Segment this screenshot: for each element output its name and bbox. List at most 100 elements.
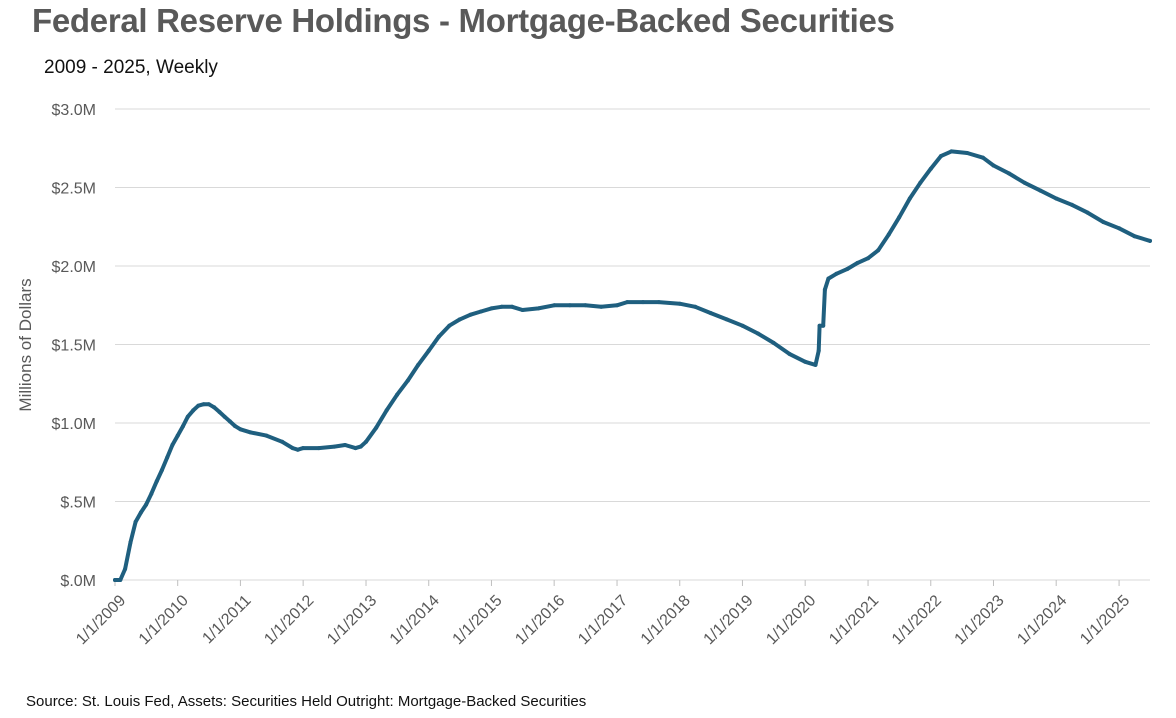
data-point <box>264 433 269 438</box>
data-point <box>457 317 462 322</box>
data-point <box>301 446 306 451</box>
data-point <box>816 348 821 353</box>
x-tick-label: 1/1/2011 <box>199 592 254 647</box>
data-point <box>965 151 970 155</box>
data-point <box>374 425 379 430</box>
data-point <box>499 304 504 309</box>
y-tick-label: $.5M <box>60 495 96 512</box>
data-point <box>949 149 954 154</box>
x-tick-label: 1/1/2009 <box>73 592 129 648</box>
data-point <box>364 439 368 444</box>
data-point <box>395 392 400 397</box>
data-point <box>641 300 645 305</box>
data-point <box>855 260 860 265</box>
data-point <box>238 427 243 432</box>
data-point <box>677 301 682 306</box>
data-point <box>991 163 996 168</box>
data-point <box>426 348 431 353</box>
y-tick-label: $.0M <box>60 573 96 590</box>
gridlines <box>115 108 1150 581</box>
data-point <box>128 540 133 545</box>
data-point <box>787 351 792 356</box>
data-point <box>353 446 358 451</box>
data-point <box>599 304 604 309</box>
data-point <box>384 408 389 413</box>
data-point <box>981 155 985 160</box>
data-point <box>938 154 943 159</box>
data-point <box>826 276 831 281</box>
data-point <box>510 304 515 309</box>
data-point <box>489 306 494 311</box>
y-tick-label: $1.5M <box>52 338 96 355</box>
data-point <box>536 306 541 311</box>
data-point <box>332 444 337 449</box>
data-point <box>133 519 138 524</box>
data-point <box>740 323 745 328</box>
data-point <box>1101 220 1106 224</box>
x-tick-label: 1/1/2021 <box>826 592 882 648</box>
data-point <box>165 455 170 460</box>
data-point <box>196 403 201 408</box>
y-tick-label: $2.5M <box>52 181 96 198</box>
data-point <box>693 304 698 309</box>
data-point <box>233 424 238 429</box>
data-point <box>1132 234 1137 239</box>
data-point <box>185 414 190 419</box>
x-tick-label: 1/1/2015 <box>450 592 506 648</box>
x-tick-label: 1/1/2018 <box>638 592 694 648</box>
data-point <box>295 447 300 452</box>
x-tick-label: 1/1/2019 <box>701 592 757 648</box>
x-tick-label: 1/1/2010 <box>136 592 192 648</box>
data-point <box>918 180 923 185</box>
data-point <box>1054 196 1059 201</box>
y-tick-label: $1.0M <box>52 416 96 433</box>
data-point <box>201 402 206 407</box>
data-point <box>468 312 473 317</box>
data-point <box>845 267 850 272</box>
chart-title: Federal Reserve Holdings - Mortgage-Back… <box>32 2 895 39</box>
data-point <box>625 300 630 305</box>
x-tick-label: 1/1/2022 <box>889 592 945 648</box>
data-point <box>567 303 572 308</box>
data-point <box>316 446 321 451</box>
data-point <box>1069 202 1074 207</box>
data-point <box>552 303 557 308</box>
y-axis-title: Millions of Dollars <box>16 278 35 411</box>
data-point <box>248 430 253 435</box>
data-point <box>358 444 363 449</box>
data-point <box>217 410 222 414</box>
data-point <box>222 414 227 419</box>
data-point <box>1148 238 1152 243</box>
x-tick-label: 1/1/2013 <box>324 592 380 648</box>
data-point <box>822 287 827 292</box>
data-point <box>138 510 143 515</box>
data-point <box>227 419 232 424</box>
x-tick-label: 1/1/2023 <box>952 592 1008 648</box>
data-point <box>154 479 159 484</box>
data-point <box>866 256 871 261</box>
data-point <box>817 323 822 328</box>
chart-subtitle: 2009 - 2025, Weekly <box>44 57 218 78</box>
data-point <box>813 362 818 367</box>
x-tick-label: 1/1/2025 <box>1077 592 1133 648</box>
series-layer <box>113 149 1152 582</box>
data-point <box>1038 188 1043 193</box>
data-point <box>1006 171 1011 176</box>
data-point <box>206 402 211 407</box>
data-point <box>159 468 164 473</box>
data-point <box>1022 180 1027 185</box>
data-point <box>897 215 902 220</box>
data-point <box>886 232 891 237</box>
data-point <box>656 300 661 305</box>
data-point <box>615 303 619 308</box>
y-tick-label: $3.0M <box>52 102 96 119</box>
data-point <box>290 446 295 451</box>
x-tick-label: 1/1/2020 <box>763 592 819 648</box>
series-line <box>113 149 1152 582</box>
data-point <box>149 491 154 496</box>
data-point <box>405 378 410 383</box>
data-point <box>144 502 149 507</box>
data-point <box>928 166 933 171</box>
data-point <box>821 323 826 328</box>
data-point <box>771 340 776 345</box>
